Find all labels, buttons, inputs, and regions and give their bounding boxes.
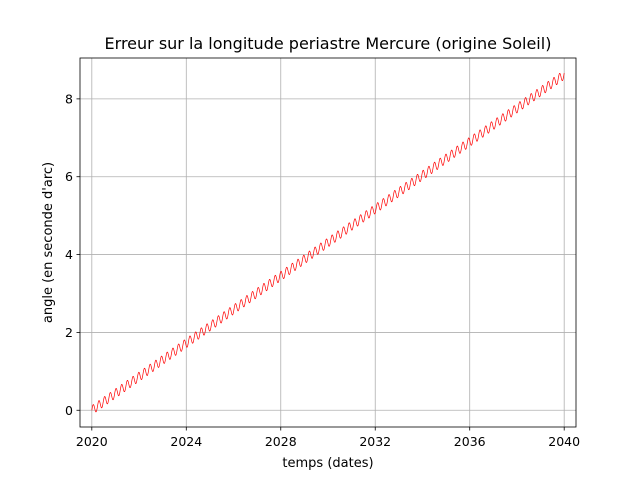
series-line: [91, 72, 565, 413]
y-tick-label: 0: [65, 403, 73, 418]
chart-title: Erreur sur la longitude periastre Mercur…: [105, 34, 552, 53]
x-tick-label: 2028: [265, 434, 297, 449]
x-tick-label: 2020: [76, 434, 108, 449]
x-tick-label: 2032: [359, 434, 391, 449]
y-tick-label: 6: [65, 169, 73, 184]
y-tick-label: 4: [65, 247, 73, 262]
x-tick-label: 2040: [548, 434, 580, 449]
x-tick-label: 2024: [170, 434, 202, 449]
y-tick-label: 2: [65, 325, 73, 340]
axis-ticks: 2020 2024 2028 2032 2036 2040 0 2 4 6 8: [65, 91, 580, 449]
grid-lines: [80, 58, 576, 427]
y-tick-label: 8: [65, 91, 73, 106]
x-axis-label: temps (dates): [282, 456, 373, 471]
x-tick-label: 2036: [454, 434, 486, 449]
y-axis-label: angle (en seconde d'arc): [41, 162, 56, 323]
plot-area-frame: [79, 57, 577, 428]
series-layer: [91, 72, 565, 413]
